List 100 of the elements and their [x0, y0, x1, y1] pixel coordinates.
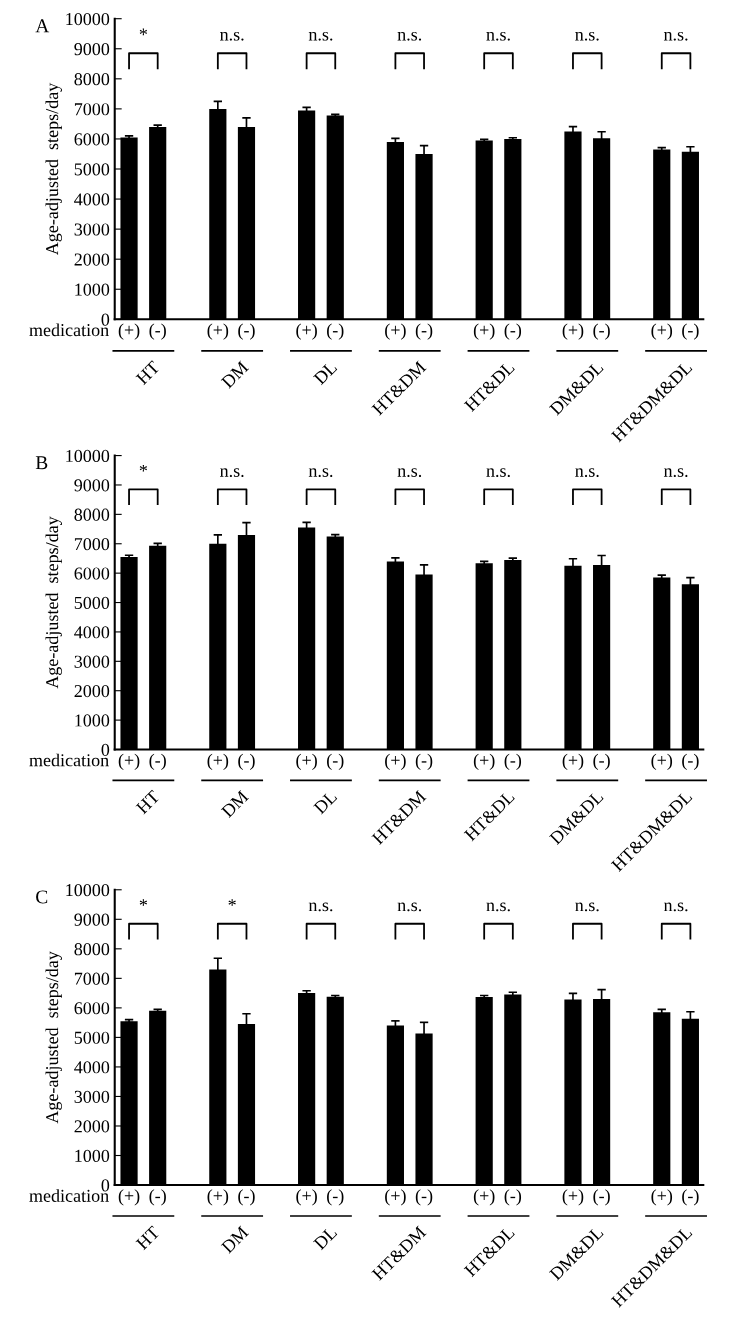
x-tick-label: (-) — [415, 753, 433, 771]
y-tick-label: 7000 — [74, 538, 110, 551]
x-tick-label: (+) — [296, 753, 317, 771]
y-axis-title: Age-adjusted steps/day — [45, 951, 62, 1124]
x-tick-label: (+) — [207, 323, 229, 340]
text: DM — [220, 1225, 249, 1254]
chart-title: A — [35, 19, 50, 33]
annotation: n.s. — [397, 31, 422, 41]
text: HT — [135, 360, 161, 386]
text: DM — [220, 360, 249, 389]
annotation: n.s. — [663, 31, 688, 41]
y-tick-label: 1000 — [75, 283, 110, 296]
x-tick-label: (-) — [327, 753, 344, 771]
y-axis-title: Age-adjusted steps/day — [45, 516, 62, 689]
y-tick-label: 2000 — [74, 253, 110, 266]
x-tick-label: (-) — [682, 323, 699, 340]
y-tick-label: 2000 — [74, 684, 110, 698]
y-tick-label: 3000 — [74, 655, 110, 668]
annotation: n.s. — [220, 468, 244, 477]
y-tick-label: 6000 — [74, 1002, 110, 1015]
x-tick-label: (-) — [327, 1189, 344, 1206]
x-tick-label: (-) — [682, 753, 699, 771]
x-tick-label: (-) — [238, 753, 255, 771]
y-tick-label: 4000 — [74, 193, 110, 206]
text: DM — [220, 789, 249, 819]
x-tick-label: (+) — [651, 323, 673, 340]
annotation: * — [139, 464, 148, 472]
y-tick-label: 9000 — [74, 913, 110, 926]
x-tick-label: (-) — [238, 1189, 255, 1206]
annotation: n.s. — [397, 902, 422, 912]
annotation: n.s. — [308, 468, 333, 477]
x-tick-label: (-) — [415, 1189, 433, 1206]
x-tick-label: (-) — [504, 323, 522, 340]
y-tick-label: 10000 — [66, 449, 110, 463]
x-tick-label: (-) — [593, 1189, 610, 1206]
text: DL — [313, 360, 338, 386]
y-tick-label: 6000 — [74, 133, 110, 146]
x-tick-label: (+) — [385, 1189, 406, 1206]
chart-title: C — [36, 890, 48, 904]
x-tick-label: (+) — [651, 1189, 673, 1206]
x-tick-label: (+) — [207, 753, 229, 771]
annotation: n.s. — [575, 31, 599, 41]
x-tick-label: (+) — [473, 1189, 495, 1206]
annotation: n.s. — [663, 468, 688, 477]
annotation: n.s. — [486, 902, 510, 912]
annotation: n.s. — [397, 468, 422, 477]
annotation: n.s. — [575, 468, 599, 477]
x-tick-label: (-) — [149, 753, 166, 771]
x-tick-label: (+) — [385, 323, 406, 340]
x-tick-label: (+) — [207, 1189, 229, 1206]
y-tick-label: 7000 — [74, 972, 110, 985]
x-tick-label: (+) — [562, 753, 584, 771]
text: HT — [135, 789, 161, 815]
y-tick-label: 5000 — [74, 1031, 110, 1044]
x-tick-label: (-) — [504, 753, 522, 771]
text: HT — [135, 1225, 161, 1251]
y-tick-label: 9000 — [74, 479, 110, 492]
x-tick-label: (-) — [682, 1189, 699, 1206]
y-tick-label: 1000 — [75, 1149, 110, 1162]
text: DL — [313, 1225, 338, 1251]
y-tick-label: 8000 — [74, 508, 110, 521]
y-tick-label: 1000 — [75, 714, 110, 727]
y-tick-label: 10000 — [66, 884, 110, 897]
x-tick-label: (+) — [296, 323, 317, 340]
x-tick-label: (+) — [385, 753, 406, 771]
y-tick-label: 7000 — [74, 103, 110, 116]
y-tick-label: 2000 — [74, 1120, 110, 1133]
y-tick-label: 3000 — [74, 223, 110, 236]
x-tick-label: (-) — [149, 323, 166, 340]
x-tick-label: (+) — [473, 753, 495, 771]
x-tick-label: (+) — [562, 323, 584, 340]
chart-title: B — [35, 456, 48, 470]
annotation: n.s. — [308, 31, 333, 41]
x-tick-label: (+) — [296, 1189, 317, 1206]
annotation: n.s. — [220, 31, 244, 41]
x-tick-label: (-) — [593, 323, 610, 340]
annotation: n.s. — [308, 902, 333, 912]
x-tick-label: (+) — [651, 753, 673, 771]
y-tick-label: 4000 — [74, 1061, 110, 1074]
y-tick-label: 10000 — [66, 12, 110, 26]
y-tick-label: 6000 — [74, 567, 110, 580]
y-tick-label: 3000 — [74, 1090, 110, 1103]
x-tick-label: (-) — [504, 1189, 522, 1206]
y-tick-label: 5000 — [74, 163, 110, 176]
annotation: n.s. — [486, 468, 510, 477]
annotation: * — [139, 899, 148, 906]
y-tick-label: 4000 — [74, 626, 110, 639]
annotation: * — [228, 899, 236, 906]
annotation: * — [139, 28, 148, 36]
x-tick-label: (-) — [149, 1189, 166, 1206]
x-tick-label: (+) — [118, 1189, 140, 1206]
y-tick-label: 9000 — [74, 43, 110, 56]
x-tick-label: (+) — [473, 323, 495, 340]
x-tick-label: (-) — [327, 323, 344, 340]
y-axis-title: Age-adjusted steps/day — [45, 82, 62, 256]
text: DL — [313, 790, 338, 815]
annotation: n.s. — [663, 902, 688, 912]
x-tick-label: (+) — [562, 1189, 584, 1206]
annotation: n.s. — [486, 31, 510, 41]
y-tick-label: 8000 — [74, 73, 110, 86]
